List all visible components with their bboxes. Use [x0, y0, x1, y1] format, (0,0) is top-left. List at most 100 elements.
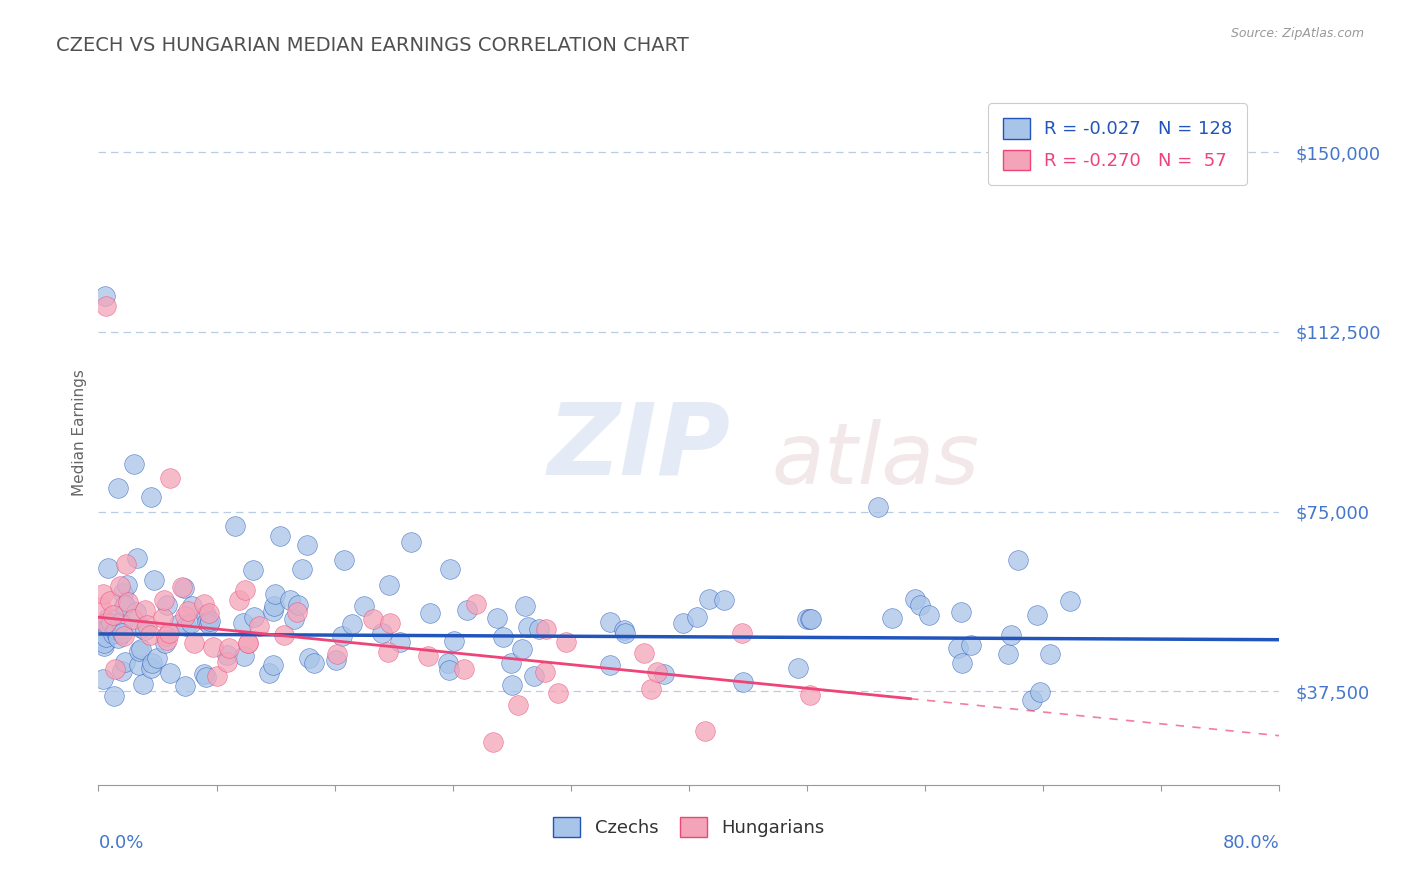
Point	[107, 481, 129, 495]
Point	[228, 593, 250, 607]
Point	[167, 617, 190, 632]
Point	[291, 562, 314, 576]
Point	[112, 629, 135, 643]
Point	[492, 630, 515, 644]
Point	[125, 605, 148, 619]
Point	[195, 615, 218, 630]
Point	[733, 675, 755, 690]
Point	[96, 299, 118, 313]
Point	[110, 615, 132, 629]
Point	[236, 636, 259, 650]
Point	[419, 606, 441, 620]
Point	[330, 629, 353, 643]
Point	[195, 607, 218, 622]
Point	[91, 587, 114, 601]
Point	[155, 629, 177, 643]
Point	[128, 644, 150, 658]
Point	[1025, 607, 1047, 622]
Point	[1007, 553, 1029, 567]
Point	[262, 658, 284, 673]
Point	[177, 604, 200, 618]
Point	[112, 599, 135, 614]
Point	[174, 619, 197, 633]
Point	[153, 593, 176, 607]
Point	[128, 658, 150, 673]
Point	[242, 563, 264, 577]
Point	[378, 615, 401, 630]
Point	[139, 660, 162, 674]
Point	[437, 656, 460, 670]
Point	[180, 599, 202, 613]
Point	[111, 626, 134, 640]
Point	[172, 580, 194, 594]
Point	[115, 558, 138, 572]
Point	[285, 605, 308, 619]
Point	[950, 656, 973, 670]
Point	[257, 665, 280, 680]
Point	[247, 619, 270, 633]
Point	[159, 471, 181, 485]
Point	[93, 636, 115, 650]
Y-axis label: Median Earnings: Median Earnings	[72, 369, 87, 496]
Point	[332, 552, 354, 566]
Text: ZIP: ZIP	[547, 398, 730, 495]
Point	[693, 724, 716, 739]
Point	[205, 669, 228, 683]
Point	[599, 657, 621, 672]
Point	[527, 622, 550, 636]
Point	[866, 500, 889, 515]
Point	[1059, 594, 1081, 608]
Point	[122, 457, 145, 471]
Point	[273, 628, 295, 642]
Point	[613, 626, 636, 640]
Point	[263, 599, 285, 614]
Text: Source: ZipAtlas.com: Source: ZipAtlas.com	[1230, 27, 1364, 40]
Point	[215, 655, 238, 669]
Point	[1039, 647, 1062, 661]
Point	[145, 651, 167, 665]
Point	[1000, 628, 1022, 642]
Point	[534, 665, 557, 680]
Point	[613, 623, 636, 637]
Point	[193, 598, 215, 612]
Point	[198, 616, 221, 631]
Text: CZECH VS HUNGARIAN MEDIAN EARNINGS CORRELATION CHART: CZECH VS HUNGARIAN MEDIAN EARNINGS CORRE…	[56, 36, 689, 54]
Point	[96, 630, 118, 644]
Point	[361, 612, 384, 626]
Point	[283, 612, 305, 626]
Point	[378, 577, 401, 591]
Point	[946, 640, 969, 655]
Point	[262, 604, 284, 618]
Point	[554, 635, 576, 649]
Point	[325, 647, 347, 661]
Point	[787, 660, 810, 674]
Point	[141, 656, 163, 670]
Point	[485, 611, 508, 625]
Point	[107, 631, 129, 645]
Text: atlas: atlas	[772, 419, 980, 502]
Point	[111, 586, 134, 600]
Point	[138, 628, 160, 642]
Point	[278, 593, 301, 607]
Legend: Czechs, Hungarians: Czechs, Hungarians	[544, 807, 834, 847]
Point	[652, 666, 675, 681]
Text: 80.0%: 80.0%	[1223, 834, 1279, 852]
Point	[100, 615, 122, 630]
Point	[298, 651, 321, 665]
Point	[111, 664, 134, 678]
Point	[91, 672, 114, 686]
Point	[287, 599, 309, 613]
Point	[371, 626, 394, 640]
Point	[134, 603, 156, 617]
Point	[122, 612, 145, 626]
Point	[534, 622, 557, 636]
Point	[156, 598, 179, 612]
Point	[103, 689, 125, 703]
Point	[156, 633, 179, 648]
Point	[232, 615, 254, 630]
Point	[157, 626, 180, 640]
Point	[731, 626, 754, 640]
Point	[418, 649, 440, 664]
Point	[263, 587, 285, 601]
Point	[94, 289, 117, 303]
